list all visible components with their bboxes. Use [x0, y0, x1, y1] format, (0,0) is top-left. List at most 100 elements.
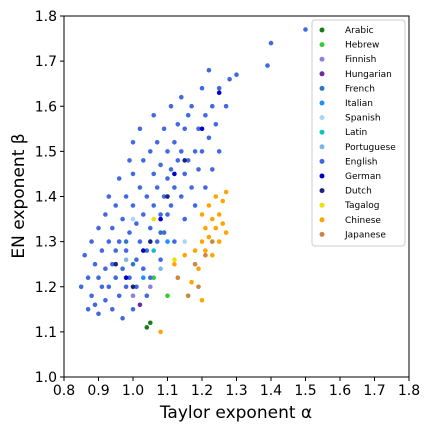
legend-marker-english [319, 158, 325, 164]
data-point-english-9 [96, 225, 101, 231]
data-point-english-96 [203, 185, 208, 190]
data-point-spanish-1 [182, 239, 187, 244]
data-point-english-99 [210, 103, 215, 109]
data-point-japanese-1 [185, 293, 191, 299]
data-point-english-67 [161, 230, 167, 235]
data-point-chinese-15 [213, 194, 219, 199]
data-point-english-56 [151, 171, 156, 177]
data-point-chinese-2 [182, 252, 187, 258]
data-point-english-18 [106, 284, 112, 290]
data-point-english-47 [141, 266, 146, 272]
data-point-english-5 [89, 239, 94, 244]
data-point-chinese-17 [216, 239, 222, 244]
data-point-english-57 [151, 203, 156, 208]
data-point-english-45 [137, 239, 143, 244]
data-point-english-104 [223, 103, 229, 109]
data-point-english-79 [179, 194, 184, 199]
data-point-english-48 [141, 212, 146, 217]
data-point-english-41 [134, 257, 139, 263]
data-point-chinese-8 [203, 248, 208, 253]
data-point-dutch-3 [182, 158, 187, 163]
y-tick-label-4: 1.4 [35, 190, 57, 206]
data-point-chinese-22 [199, 298, 205, 303]
data-point-english-49 [141, 158, 146, 163]
data-point-english-11 [99, 248, 105, 253]
legend-marker-chinese [319, 217, 325, 223]
legend-label-english: English [345, 157, 378, 167]
legend-marker-italian [319, 100, 325, 106]
legend-label-german: German [345, 172, 381, 182]
data-point-english-21 [110, 307, 115, 312]
legend-marker-dutch [319, 188, 325, 194]
data-point-finnish-1 [148, 284, 153, 290]
legend-label-chinese: Chinese [345, 216, 381, 226]
data-point-chinese-5 [196, 266, 201, 272]
data-point-english-29 [120, 216, 125, 222]
data-point-tagalog-1 [172, 257, 177, 263]
data-point-english-55 [148, 275, 153, 281]
data-point-english-7 [92, 302, 98, 308]
data-point-chinese-10 [206, 203, 212, 208]
data-point-portuguese-0 [123, 257, 129, 263]
data-point-english-35 [127, 275, 132, 281]
data-point-english-107 [265, 63, 270, 68]
legend-marker-latin [319, 129, 325, 135]
data-point-german-2 [172, 171, 177, 177]
y-tick-label-2: 1.2 [35, 280, 57, 296]
x-tick-label-6: 1.4 [260, 383, 282, 399]
data-point-english-26 [116, 239, 122, 244]
data-point-italian-0 [141, 275, 146, 281]
data-point-english-37 [130, 307, 136, 312]
data-points-layer [78, 27, 308, 335]
legend-marker-portuguese [319, 144, 325, 150]
legend-label-italian: Italian [345, 99, 373, 109]
data-point-arabic-0 [144, 325, 150, 330]
x-tick-label-2: 1.0 [122, 383, 144, 399]
data-point-japanese-4 [203, 252, 208, 258]
data-point-japanese-0 [175, 275, 181, 281]
data-point-finnish-0 [130, 293, 136, 299]
data-point-english-51 [144, 194, 150, 199]
data-point-english-92 [196, 167, 201, 172]
data-point-english-85 [185, 113, 191, 118]
data-point-chinese-13 [210, 252, 215, 258]
data-point-english-94 [199, 149, 205, 154]
data-point-chinese-16 [216, 212, 222, 217]
legend-label-portuguese: Portuguese [345, 143, 396, 153]
data-point-english-74 [172, 140, 177, 145]
data-point-german-1 [158, 216, 163, 222]
data-point-english-1 [82, 252, 87, 258]
data-point-english-98 [206, 135, 212, 141]
axis-ticks-layer: 0.8 0.9 1.0 1.1 1.2 1.3 1.4 1.5 1.6 1.7 1.8 1.0 1.1 1… [35, 9, 420, 399]
data-point-english-14 [103, 266, 108, 272]
data-point-chinese-4 [192, 248, 198, 253]
data-point-english-13 [103, 212, 108, 217]
legend-label-dutch: Dutch [345, 187, 372, 197]
data-point-dutch-0 [130, 284, 136, 290]
data-point-chinese-9 [203, 225, 208, 231]
data-point-english-38 [130, 203, 136, 208]
data-point-chinese-3 [189, 279, 194, 285]
data-point-english-36 [127, 230, 132, 235]
data-point-english-76 [172, 239, 177, 244]
data-point-english-75 [172, 185, 177, 190]
data-point-english-66 [161, 126, 167, 132]
data-point-english-17 [106, 194, 112, 199]
legend-marker-tagalog [319, 202, 325, 208]
data-point-german-4 [123, 275, 129, 281]
data-point-english-77 [175, 122, 181, 127]
data-point-english-109 [303, 27, 308, 32]
data-point-english-43 [134, 284, 139, 290]
legend-marker-german [319, 173, 325, 179]
legend-label-japanese: Japanese [344, 230, 386, 240]
data-point-portuguese-1 [158, 266, 163, 272]
y-tick-label-3: 1.3 [35, 235, 57, 251]
data-point-english-78 [175, 158, 181, 163]
data-point-english-20 [110, 225, 115, 231]
data-point-english-69 [165, 149, 170, 154]
x-tick-label-7: 1.5 [294, 383, 316, 399]
y-tick-label-0: 1.0 [35, 370, 57, 386]
y-tick-label-5: 1.5 [35, 144, 57, 160]
